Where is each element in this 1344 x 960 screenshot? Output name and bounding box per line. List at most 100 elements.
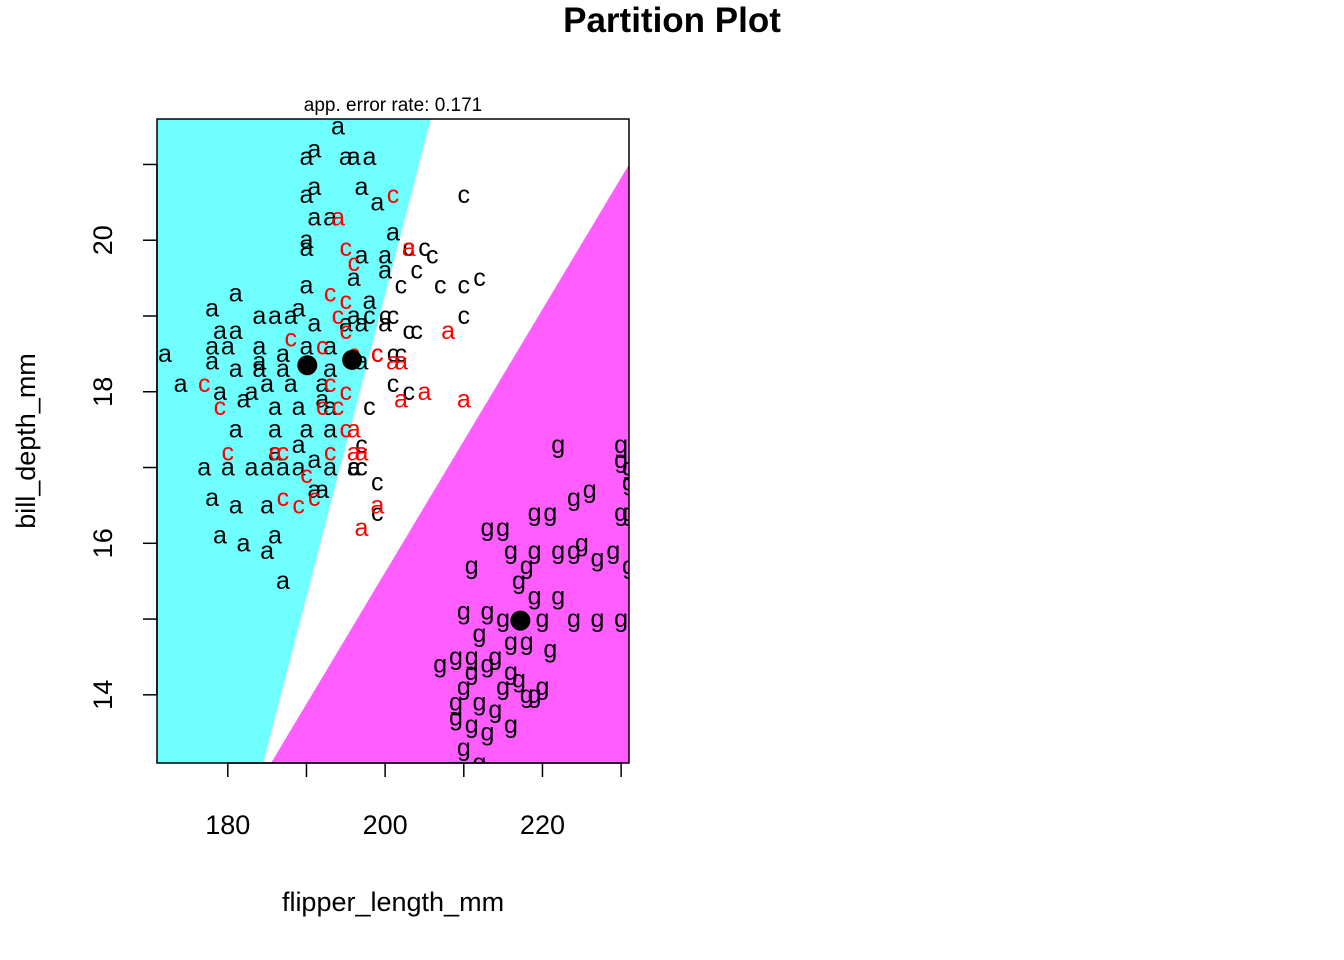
point-a: a: [276, 454, 290, 482]
point-g: g: [457, 673, 471, 701]
point-a: a: [244, 378, 258, 406]
point-g: g: [528, 499, 542, 527]
region-a-area: [157, 119, 431, 763]
point-g: g: [512, 567, 526, 595]
point-a: a: [252, 302, 266, 330]
misclassified-point-c: c: [340, 287, 353, 315]
misclassified-point-c: c: [340, 234, 353, 262]
point-c: c: [402, 234, 415, 262]
y-tick-label: 16: [88, 528, 118, 558]
misclassified-point-c: c: [347, 249, 360, 277]
point-g: g: [449, 643, 463, 671]
point-a: a: [244, 454, 258, 482]
misclassified-point-c: c: [284, 325, 297, 353]
point-g: g: [496, 514, 510, 542]
point-a: a: [252, 347, 266, 375]
y-axis: 14 16 18 20: [88, 163, 158, 710]
point-g: g: [488, 696, 502, 724]
point-a: a: [355, 241, 369, 269]
point-g: g: [480, 598, 494, 626]
point-a: a: [315, 476, 329, 504]
misclassified-point-c: c: [292, 491, 305, 519]
point-a: a: [315, 385, 329, 413]
point-a: a: [237, 529, 251, 557]
point-a: a: [292, 454, 306, 482]
point-a: a: [300, 416, 314, 444]
point-a: a: [260, 370, 274, 398]
point-c: c: [371, 469, 384, 497]
point-c: c: [458, 272, 471, 300]
point-g: g: [488, 643, 502, 671]
misclassified-point-a: a: [386, 347, 400, 375]
point-g: g: [465, 658, 479, 686]
point-a: a: [347, 302, 361, 330]
point-g: g: [449, 704, 463, 732]
point-a: a: [323, 416, 337, 444]
point-c: c: [387, 302, 400, 330]
point-g: g: [504, 628, 518, 656]
point-c: c: [355, 454, 368, 482]
point-a: a: [260, 491, 274, 519]
point-g: g: [520, 628, 534, 656]
y-tick-label: 18: [88, 377, 118, 407]
misclassified-point-a: a: [355, 438, 369, 466]
point-a: a: [347, 143, 361, 171]
error-rate-subtitle: app. error rate: 0.171: [304, 95, 483, 116]
x-axis: 180 200 220: [205, 762, 622, 840]
point-a: a: [300, 143, 314, 171]
point-g: g: [536, 605, 550, 633]
point-g: g: [433, 651, 447, 679]
point-a: a: [229, 491, 243, 519]
point-a: a: [378, 310, 392, 338]
point-a: a: [213, 317, 227, 345]
point-c: c: [410, 317, 423, 345]
point-a: a: [268, 302, 282, 330]
point-a: a: [205, 294, 219, 322]
point-g: g: [496, 605, 510, 633]
point-g: g: [496, 673, 510, 701]
point-a: a: [292, 393, 306, 421]
point-a: a: [323, 454, 337, 482]
misclassified-point-a: a: [355, 514, 369, 542]
point-g: g: [457, 734, 471, 762]
point-g: g: [480, 719, 494, 747]
point-g: g: [551, 431, 565, 459]
point-a: a: [300, 234, 314, 262]
misclassified-point-a: a: [402, 234, 416, 262]
point-g: g: [591, 544, 605, 572]
point-c: c: [402, 317, 415, 345]
point-a: a: [213, 522, 227, 550]
point-c: c: [347, 454, 360, 482]
point-g: g: [473, 688, 487, 716]
point-a: a: [307, 135, 321, 163]
point-g: g: [473, 620, 487, 648]
point-c: c: [363, 302, 376, 330]
point-a: a: [229, 355, 243, 383]
misclassified-point-a: a: [418, 378, 432, 406]
misclassified-point-a: a: [441, 317, 455, 345]
point-c: c: [387, 340, 400, 368]
misclassified-point-c: c: [332, 393, 345, 421]
y-tick-label: 20: [88, 225, 118, 255]
point-a: a: [300, 181, 314, 209]
point-a: a: [276, 567, 290, 595]
point-a: a: [307, 310, 321, 338]
point-g: g: [567, 537, 581, 565]
point-g: g: [551, 537, 565, 565]
point-g: g: [480, 651, 494, 679]
point-g: g: [504, 537, 518, 565]
misclassified-point-c: c: [277, 438, 290, 466]
misclassified-point-c: c: [316, 393, 329, 421]
point-a: a: [292, 294, 306, 322]
x-tick-label: 220: [520, 810, 565, 840]
point-c: c: [395, 340, 408, 368]
point-a: a: [260, 537, 274, 565]
chart-title: Partition Plot: [563, 1, 781, 40]
misclassified-point-c: c: [222, 438, 235, 466]
misclassified-point-c: c: [214, 393, 227, 421]
point-a: a: [205, 332, 219, 360]
point-a: a: [378, 257, 392, 285]
point-a: a: [205, 484, 219, 512]
point-c: c: [458, 302, 471, 330]
